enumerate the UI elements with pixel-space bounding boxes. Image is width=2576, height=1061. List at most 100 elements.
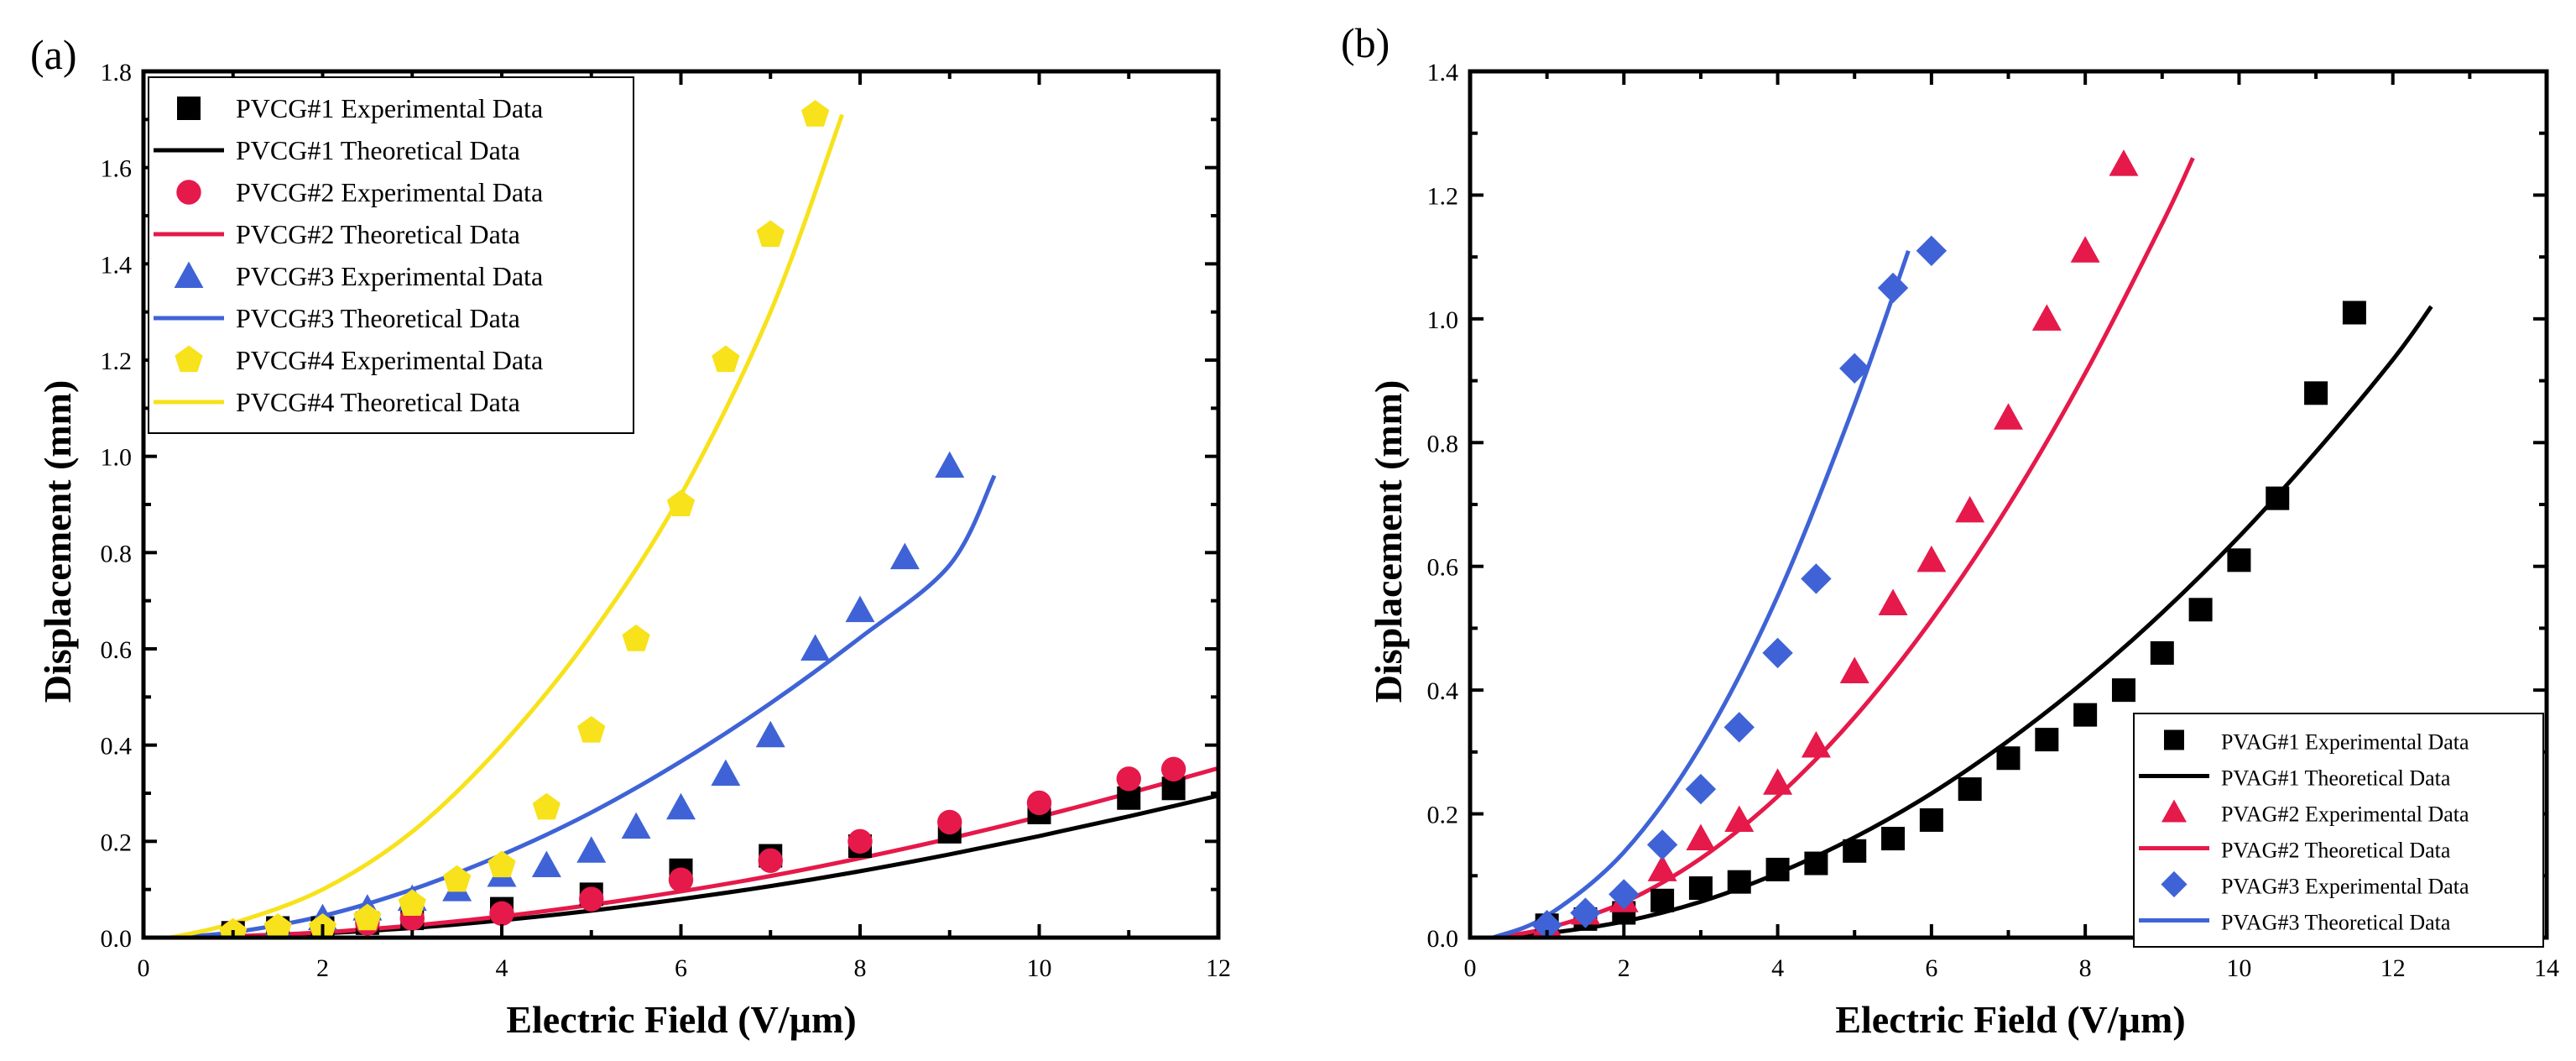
panel-a-legend-label-pvcg-2-experimental-data: PVCG#2 Experimental Data bbox=[236, 177, 543, 207]
panel-b-legend-label-pvag-1-theoretical-data: PVAG#1 Theoretical Data bbox=[2221, 766, 2451, 791]
panel-a-y-tick-label: 1.0 bbox=[101, 444, 133, 472]
panel-b-point-pvag-1-experimental-data bbox=[1688, 876, 1713, 901]
panel-b-legend-label-pvag-2-theoretical-data: PVAG#2 Theoretical Data bbox=[2221, 839, 2451, 863]
panel-b-legend-item-pvag-1-experimental-data: PVAG#1 Experimental Data bbox=[2164, 729, 2469, 755]
panel-b-y-axis-title: Displacement (mm) bbox=[1367, 380, 1410, 703]
panel-a-y-tick-label: 1.8 bbox=[101, 59, 133, 86]
panel-b-x-tick-label: 2 bbox=[1618, 954, 1630, 982]
panel-b-point-pvag-3-experimental-data bbox=[1801, 563, 1832, 594]
panel-b-point-pvag-3-experimental-data bbox=[1646, 829, 1678, 860]
panel-b-line-pvag-2-theoretical-data bbox=[1493, 157, 2195, 938]
panel-b-legend-label-pvag-2-experimental-data: PVAG#2 Experimental Data bbox=[2221, 802, 2469, 827]
panel-a-legend-item-pvcg-2-theoretical-data: PVCG#2 Theoretical Data bbox=[154, 219, 520, 249]
panel-b-plot-area bbox=[1492, 149, 2433, 938]
panel-a-point-pvcg-2-experimental-data bbox=[758, 848, 783, 873]
panel-b-point-pvag-2-experimental-data bbox=[1955, 495, 1985, 523]
panel-b-x-tick-label: 10 bbox=[2226, 954, 2251, 982]
panel-a-y-axis-title: Displacement (mm) bbox=[36, 380, 79, 703]
panel-a-point-pvcg-4-experimental-data bbox=[488, 850, 516, 878]
panel-b-axes: 0 2 4 6 8 10 12 14 0.0 0.2 0.4 0.6 0.8 1.0 1.2 1.4 bbox=[1427, 59, 2560, 982]
panel-b-legend-item-pvag-1-theoretical-data: PVAG#1 Theoretical Data bbox=[2139, 766, 2451, 791]
panel-b-legend-label-pvag-1-experimental-data: PVAG#1 Experimental Data bbox=[2221, 730, 2469, 755]
panel-b-point-pvag-2-experimental-data bbox=[1763, 768, 1793, 795]
panel-a-y-tick-label: 1.6 bbox=[101, 155, 133, 183]
panel-a-legend-item-pvcg-1-theoretical-data: PVCG#1 Theoretical Data bbox=[154, 135, 520, 165]
panel-a-point-pvcg-2-experimental-data bbox=[579, 886, 604, 912]
panel-a-legend-label-pvcg-3-experimental-data: PVCG#3 Experimental Data bbox=[236, 261, 543, 291]
panel-b-series-pvag-3-experimental-data bbox=[1531, 235, 1948, 938]
panel-b-y-tick-label: 0.8 bbox=[1427, 430, 1459, 457]
panel-b-point-pvag-2-experimental-data bbox=[1878, 588, 1908, 615]
panel-b-point-pvag-3-experimental-data bbox=[1916, 235, 1948, 266]
panel-b-point-pvag-2-experimental-data bbox=[1647, 855, 1677, 881]
panel-b-point-pvag-2-experimental-data bbox=[1801, 730, 1831, 758]
panel-b-point-pvag-2-experimental-data bbox=[2070, 236, 2100, 263]
panel-b-legend-item-pvag-3-theoretical-data: PVAG#3 Theoretical Data bbox=[2139, 911, 2451, 935]
panel-b-legend-box bbox=[2133, 713, 2544, 948]
panel-b-point-pvag-3-experimental-data bbox=[1723, 712, 1755, 743]
panel-a-line-pvcg-2-theoretical-data bbox=[169, 766, 1218, 938]
panel-a-point-pvcg-3-experimental-data bbox=[935, 451, 965, 478]
panel-a-legend-swatch-pvcg-1-experimental-data bbox=[177, 97, 201, 120]
panel-a-legend-swatch-pvcg-4-experimental-data bbox=[175, 345, 203, 373]
panel-a-legend-label-pvcg-3-theoretical-data: PVCG#3 Theoretical Data bbox=[236, 303, 520, 333]
panel-b-legend-swatch-pvag-1-experimental-data bbox=[2164, 729, 2184, 750]
panel-a-point-pvcg-4-experimental-data bbox=[532, 792, 561, 820]
panel-a-point-pvcg-3-experimental-data bbox=[889, 542, 920, 570]
panel-a-point-pvcg-2-experimental-data bbox=[937, 809, 962, 835]
panel-b-y-tick-label: 1.2 bbox=[1427, 182, 1459, 210]
panel-a-point-pvcg-3-experimental-data bbox=[576, 836, 607, 863]
panel-b-line-pvag-1-theoretical-data bbox=[1493, 305, 2433, 938]
panel-b-x-tick-label: 12 bbox=[2380, 954, 2406, 982]
panel-b-point-pvag-1-experimental-data bbox=[1727, 870, 1751, 894]
panel-a-point-pvcg-4-experimental-data bbox=[398, 889, 426, 917]
panel-a-legend-item-pvcg-4-experimental-data: PVCG#4 Experimental Data bbox=[175, 345, 543, 375]
panel-a-x-tick-label: 4 bbox=[496, 954, 508, 982]
panel-a-series-pvcg-4-experimental-data bbox=[219, 100, 830, 938]
panel-a-point-pvcg-2-experimental-data bbox=[847, 828, 873, 855]
panel-b-point-pvag-1-experimental-data bbox=[2150, 640, 2174, 665]
panel-b-point-pvag-1-experimental-data bbox=[2227, 548, 2251, 572]
panel-b-x-tick-label: 0 bbox=[1464, 954, 1477, 982]
panel-b-point-pvag-3-experimental-data bbox=[1877, 272, 1909, 304]
panel-a-x-tick-label: 0 bbox=[138, 954, 150, 982]
panel-b-point-pvag-2-experimental-data bbox=[1839, 656, 1869, 684]
panel-a-y-tick-label: 0.4 bbox=[101, 733, 133, 760]
panel-b-x-axis-title: Electric Field (V/µm) bbox=[1835, 998, 2185, 1041]
panel-a-point-pvcg-2-experimental-data bbox=[668, 867, 694, 892]
panel-a-y-tick-label: 0.0 bbox=[101, 925, 133, 953]
panel-a-point-pvcg-4-experimental-data bbox=[219, 917, 248, 938]
panel-b-point-pvag-2-experimental-data bbox=[1994, 403, 2023, 430]
panel-a-point-pvcg-4-experimental-data bbox=[800, 100, 830, 127]
panel-a-point-pvcg-4-experimental-data bbox=[622, 625, 650, 651]
panel-b-point-pvag-3-experimental-data bbox=[1685, 773, 1717, 805]
panel-a-legend-swatch-pvcg-2-experimental-data bbox=[176, 180, 201, 205]
panel-b-y-tick-label: 0.0 bbox=[1427, 925, 1459, 953]
panel-b-point-pvag-1-experimental-data bbox=[2035, 728, 2059, 752]
panel-a-legend: PVCG#1 Experimental Data PVCG#1 Theoretic… bbox=[148, 76, 634, 434]
panel-a-axes: 0 2 4 6 8 10 12 0.0 0.2 0.4 0.6 0.8 1.0 1.2 1.4 1.6 1.8 bbox=[101, 59, 1232, 982]
panel-a-point-pvcg-3-experimental-data bbox=[755, 720, 785, 748]
panel-b-y-tick-label: 0.6 bbox=[1427, 554, 1459, 582]
panel-b-point-pvag-2-experimental-data bbox=[1724, 805, 1755, 832]
panel-a-legend-label-pvcg-2-theoretical-data: PVCG#2 Theoretical Data bbox=[236, 219, 520, 249]
panel-a-point-pvcg-2-experimental-data bbox=[489, 901, 514, 927]
panel-a-point-pvcg-3-experimental-data bbox=[845, 595, 875, 623]
panel-b-y-tick-label: 1.0 bbox=[1427, 306, 1459, 334]
panel-a-legend-item-pvcg-1-experimental-data: PVCG#1 Experimental Data bbox=[177, 93, 543, 123]
chart-panel-b: (b) 0 2 4 6 8 10 12 140.00.20.40.60.81.01.21.4 … bbox=[1341, 19, 2559, 1041]
panel-a-legend-box bbox=[148, 76, 634, 434]
panel-b-point-pvag-2-experimental-data bbox=[2031, 304, 2062, 331]
panel-a-point-pvcg-4-experimental-data bbox=[263, 913, 292, 938]
panel-a-legend-item-pvcg-3-theoretical-data: PVCG#3 Theoretical Data bbox=[154, 303, 520, 333]
panel-b-point-pvag-1-experimental-data bbox=[1881, 827, 1906, 851]
panel-a-y-tick-label: 0.6 bbox=[101, 636, 133, 664]
panel-b-series-pvag-2-experimental-data bbox=[1532, 149, 2139, 938]
panel-b-x-tick-label: 8 bbox=[2079, 954, 2092, 982]
panel-a-point-pvcg-2-experimental-data bbox=[1116, 766, 1141, 792]
panel-a-y-tick-label: 1.2 bbox=[101, 348, 133, 375]
panel-a-point-pvcg-4-experimental-data bbox=[442, 865, 472, 892]
panel-a-point-pvcg-4-experimental-data bbox=[712, 345, 740, 373]
panel-a-y-tick-label: 0.2 bbox=[101, 828, 133, 856]
panel-b-legend: PVAG#1 Experimental Data PVAG#1 Theoretic… bbox=[2133, 713, 2544, 948]
